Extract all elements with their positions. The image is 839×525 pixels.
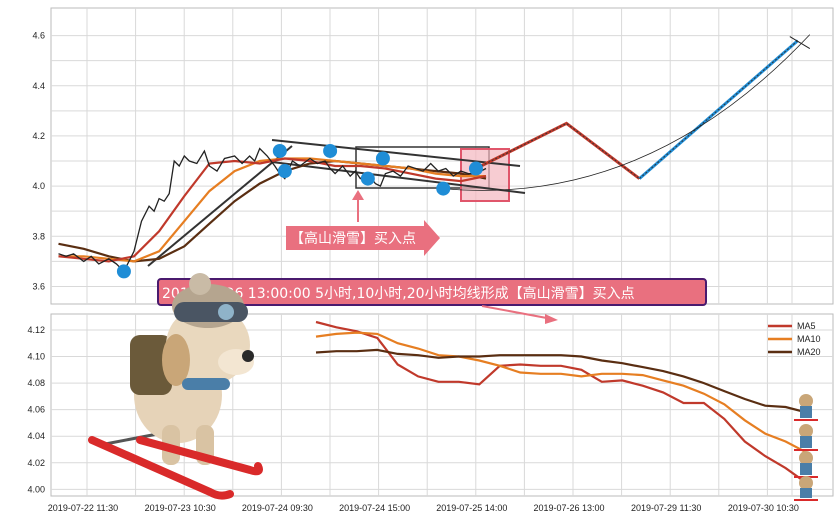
pivot-point bbox=[272, 143, 287, 158]
signal-banner: 2019-07-26 13:00:00 5小时,10小时,20小时均线形成【高山… bbox=[157, 278, 707, 324]
ma-series-ma10 bbox=[315, 331, 807, 454]
backpack-icon bbox=[130, 335, 172, 395]
beanie-pompom bbox=[189, 273, 211, 295]
mini-skier-icon bbox=[794, 424, 818, 451]
y-tick-label: 4.06 bbox=[27, 405, 45, 415]
projection-path bbox=[443, 34, 811, 191]
legend-label: MA10 bbox=[797, 334, 821, 344]
rise-line bbox=[147, 145, 293, 267]
banner-pointer-head bbox=[545, 314, 558, 324]
ma-series-ma5 bbox=[315, 320, 807, 484]
x-tick-label: 2019-07-23 10:30 bbox=[145, 503, 216, 513]
price-panel-frame bbox=[50, 7, 834, 305]
ski-left-icon bbox=[88, 436, 234, 500]
projection-blue-dash bbox=[639, 40, 799, 179]
scarf-icon bbox=[182, 378, 230, 390]
y-tick-labels: 3.6 3.8 4.0 4.2 4.4 4.6 4.00 4.02 4.04 4.06 4.08 4.… bbox=[27, 31, 45, 495]
x-tick-label: 2019-07-24 09:30 bbox=[242, 503, 313, 513]
ma-series-ma20 bbox=[315, 348, 807, 414]
y-tick-label: 4.04 bbox=[27, 431, 45, 441]
banner-box bbox=[157, 278, 707, 306]
price-series-ma5 bbox=[58, 157, 487, 263]
y-tick-label: 4.4 bbox=[32, 81, 45, 91]
banner-pointer bbox=[481, 305, 553, 320]
ma-panel-lines bbox=[315, 320, 807, 484]
x-tick-label: 2019-07-29 11:30 bbox=[631, 503, 701, 513]
skiing-dog-mascot bbox=[88, 273, 263, 500]
x-tick-label: 2019-07-30 10:30 bbox=[728, 503, 799, 513]
pivot-point bbox=[277, 164, 292, 179]
trend-channel bbox=[147, 139, 526, 267]
y-tick-label: 4.0 bbox=[32, 181, 45, 191]
y-tick-label: 4.2 bbox=[32, 131, 45, 141]
pivot-point bbox=[375, 151, 390, 166]
mini-skier-icon bbox=[794, 476, 818, 501]
y-tick-label: 4.10 bbox=[27, 352, 45, 362]
ma-legend: MA5 MA10 MA20 bbox=[768, 321, 821, 357]
goggle-lens bbox=[218, 304, 234, 320]
y-tick-label: 4.08 bbox=[27, 378, 45, 388]
goggles-icon bbox=[174, 302, 248, 322]
pivot-point bbox=[360, 171, 375, 186]
projection-arc bbox=[443, 34, 811, 191]
channel-lower-line bbox=[271, 161, 526, 194]
mini-skier-icons bbox=[794, 394, 818, 501]
legend-label: MA20 bbox=[797, 347, 821, 357]
dog-nose bbox=[242, 350, 254, 362]
pivot-point bbox=[468, 161, 483, 176]
y-tick-label: 4.02 bbox=[27, 458, 45, 468]
x-tick-labels: 2019-07-22 11:30 2019-07-23 10:30 2019-07-… bbox=[48, 503, 799, 513]
x-tick-label: 2019-07-22 11:30 bbox=[48, 503, 118, 513]
x-tick-label: 2019-07-25 14:00 bbox=[436, 503, 507, 513]
x-tick-label: 2019-07-26 13:00 bbox=[533, 503, 604, 513]
callout-text: 【高山滑雪】买入点 bbox=[290, 230, 416, 247]
y-tick-label: 3.8 bbox=[32, 231, 45, 241]
mini-skier-icon bbox=[794, 394, 818, 421]
projection-red-dash bbox=[480, 122, 640, 179]
y-tick-label: 4.6 bbox=[32, 31, 45, 41]
channel-upper-line bbox=[271, 139, 521, 167]
x-tick-label: 2019-07-24 15:00 bbox=[339, 503, 410, 513]
pivot-point bbox=[116, 264, 131, 279]
buy-point-callout: 【高山滑雪】买入点 bbox=[286, 190, 440, 256]
y-tick-label: 4.00 bbox=[27, 484, 45, 494]
pivot-points bbox=[116, 143, 483, 279]
y-tick-label: 3.6 bbox=[32, 281, 45, 291]
dog-ear bbox=[162, 334, 190, 386]
banner-text: 2019-07-26 13:00:00 5小时,10小时,20小时均线形成【高山… bbox=[162, 285, 635, 302]
pivot-point bbox=[436, 181, 451, 196]
callout-pointer-head bbox=[352, 190, 364, 200]
callout-arrow-shape bbox=[286, 220, 440, 256]
y-tick-label: 4.12 bbox=[27, 325, 45, 335]
ski-right-icon bbox=[136, 436, 263, 476]
projection-end-tick bbox=[789, 36, 811, 50]
legend-label: MA5 bbox=[797, 321, 816, 331]
price-series-price bbox=[58, 147, 487, 273]
pivot-point bbox=[323, 143, 338, 158]
price-panel-lines bbox=[58, 147, 487, 273]
